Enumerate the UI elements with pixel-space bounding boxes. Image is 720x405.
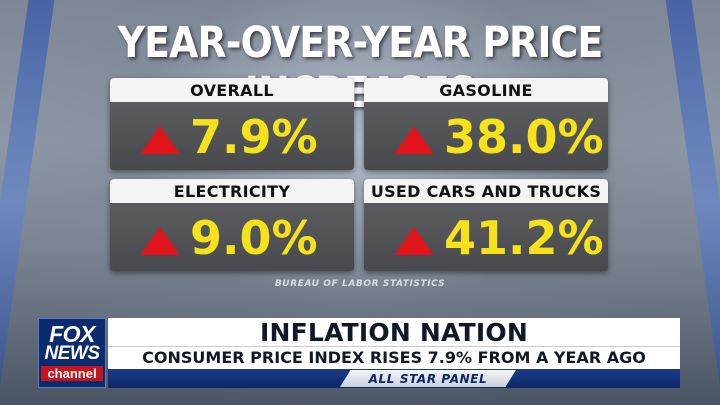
up-triangle-icon bbox=[394, 227, 434, 255]
lower-third: FOX NEWS channel INFLATION NATION CONSUM… bbox=[38, 318, 680, 388]
stat-value: 7.9% bbox=[190, 110, 318, 164]
stat-value: 9.0% bbox=[190, 211, 318, 265]
logo-line-channel: channel bbox=[41, 366, 103, 381]
up-triangle-icon bbox=[394, 126, 434, 154]
stat-label: GASOLINE bbox=[364, 78, 608, 102]
stat-value: 41.2% bbox=[444, 211, 604, 265]
source-credit: BUREAU OF LABOR STATISTICS bbox=[274, 279, 446, 289]
stat-card-used-cars: USED CARS AND TRUCKS 41.2% bbox=[364, 179, 608, 271]
lower-third-subline: CONSUMER PRICE INDEX RISES 7.9% FROM A Y… bbox=[108, 346, 680, 369]
stat-label: USED CARS AND TRUCKS bbox=[364, 179, 608, 203]
up-triangle-icon bbox=[140, 227, 180, 255]
stat-value-row: 41.2% bbox=[364, 203, 608, 271]
panel-label: ALL STAR PANEL bbox=[340, 370, 516, 387]
panel-bar: ALL STAR PANEL bbox=[108, 369, 680, 388]
lower-third-headline: INFLATION NATION bbox=[108, 318, 680, 347]
stat-card-electricity: ELECTRICITY 9.0% bbox=[110, 179, 354, 271]
stat-label: OVERALL bbox=[110, 78, 354, 102]
logo-line-fox: FOX bbox=[49, 321, 95, 347]
stat-card-gasoline: GASOLINE 38.0% bbox=[364, 78, 608, 170]
fox-news-logo: FOX NEWS channel bbox=[38, 318, 106, 388]
stat-value-row: 7.9% bbox=[110, 102, 354, 170]
stat-card-overall: OVERALL 7.9% bbox=[110, 78, 354, 170]
stat-value: 38.0% bbox=[444, 110, 604, 164]
up-triangle-icon bbox=[140, 126, 180, 154]
logo-line-news: NEWS bbox=[44, 343, 101, 364]
stat-value-row: 9.0% bbox=[110, 203, 354, 271]
stat-label: ELECTRICITY bbox=[110, 179, 354, 203]
stat-value-row: 38.0% bbox=[364, 102, 608, 170]
